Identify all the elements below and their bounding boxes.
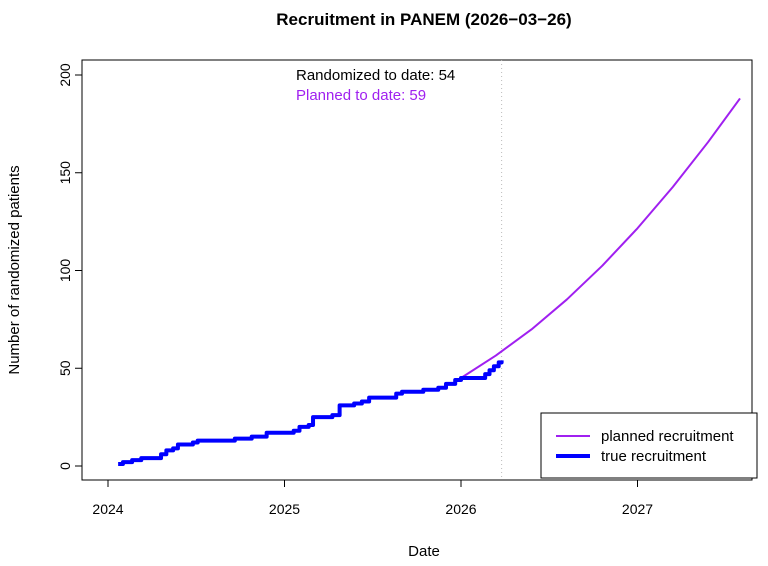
y-tick-label: 0 [57,462,73,470]
planned-to-date: Planned to date: 59 [296,87,426,104]
y-tick-label: 200 [57,63,73,87]
chart-title: Recruitment in PANEM (2026−03−26) [276,10,571,29]
randomized-to-date: Randomized to date: 54 [296,67,455,84]
y-tick-label: 50 [57,360,73,376]
x-tick-label: 2026 [445,501,476,517]
true-recruitment-line [118,360,504,467]
x-tick-label: 2027 [622,501,653,517]
y-axis-label: Number of randomized patients [6,165,23,374]
x-axis-label: Date [408,543,440,560]
planned-recruitment-line [460,97,741,379]
legend-label-planned: planned recruitment [601,428,734,445]
legend-label-true: true recruitment [601,448,707,465]
legend: planned recruitment true recruitment [540,412,758,479]
x-tick-label: 2025 [269,501,300,517]
y-tick-label: 150 [57,161,73,185]
y-tick-label: 100 [57,259,73,283]
x-tick-label: 2024 [92,501,123,517]
legend-box [540,412,758,479]
